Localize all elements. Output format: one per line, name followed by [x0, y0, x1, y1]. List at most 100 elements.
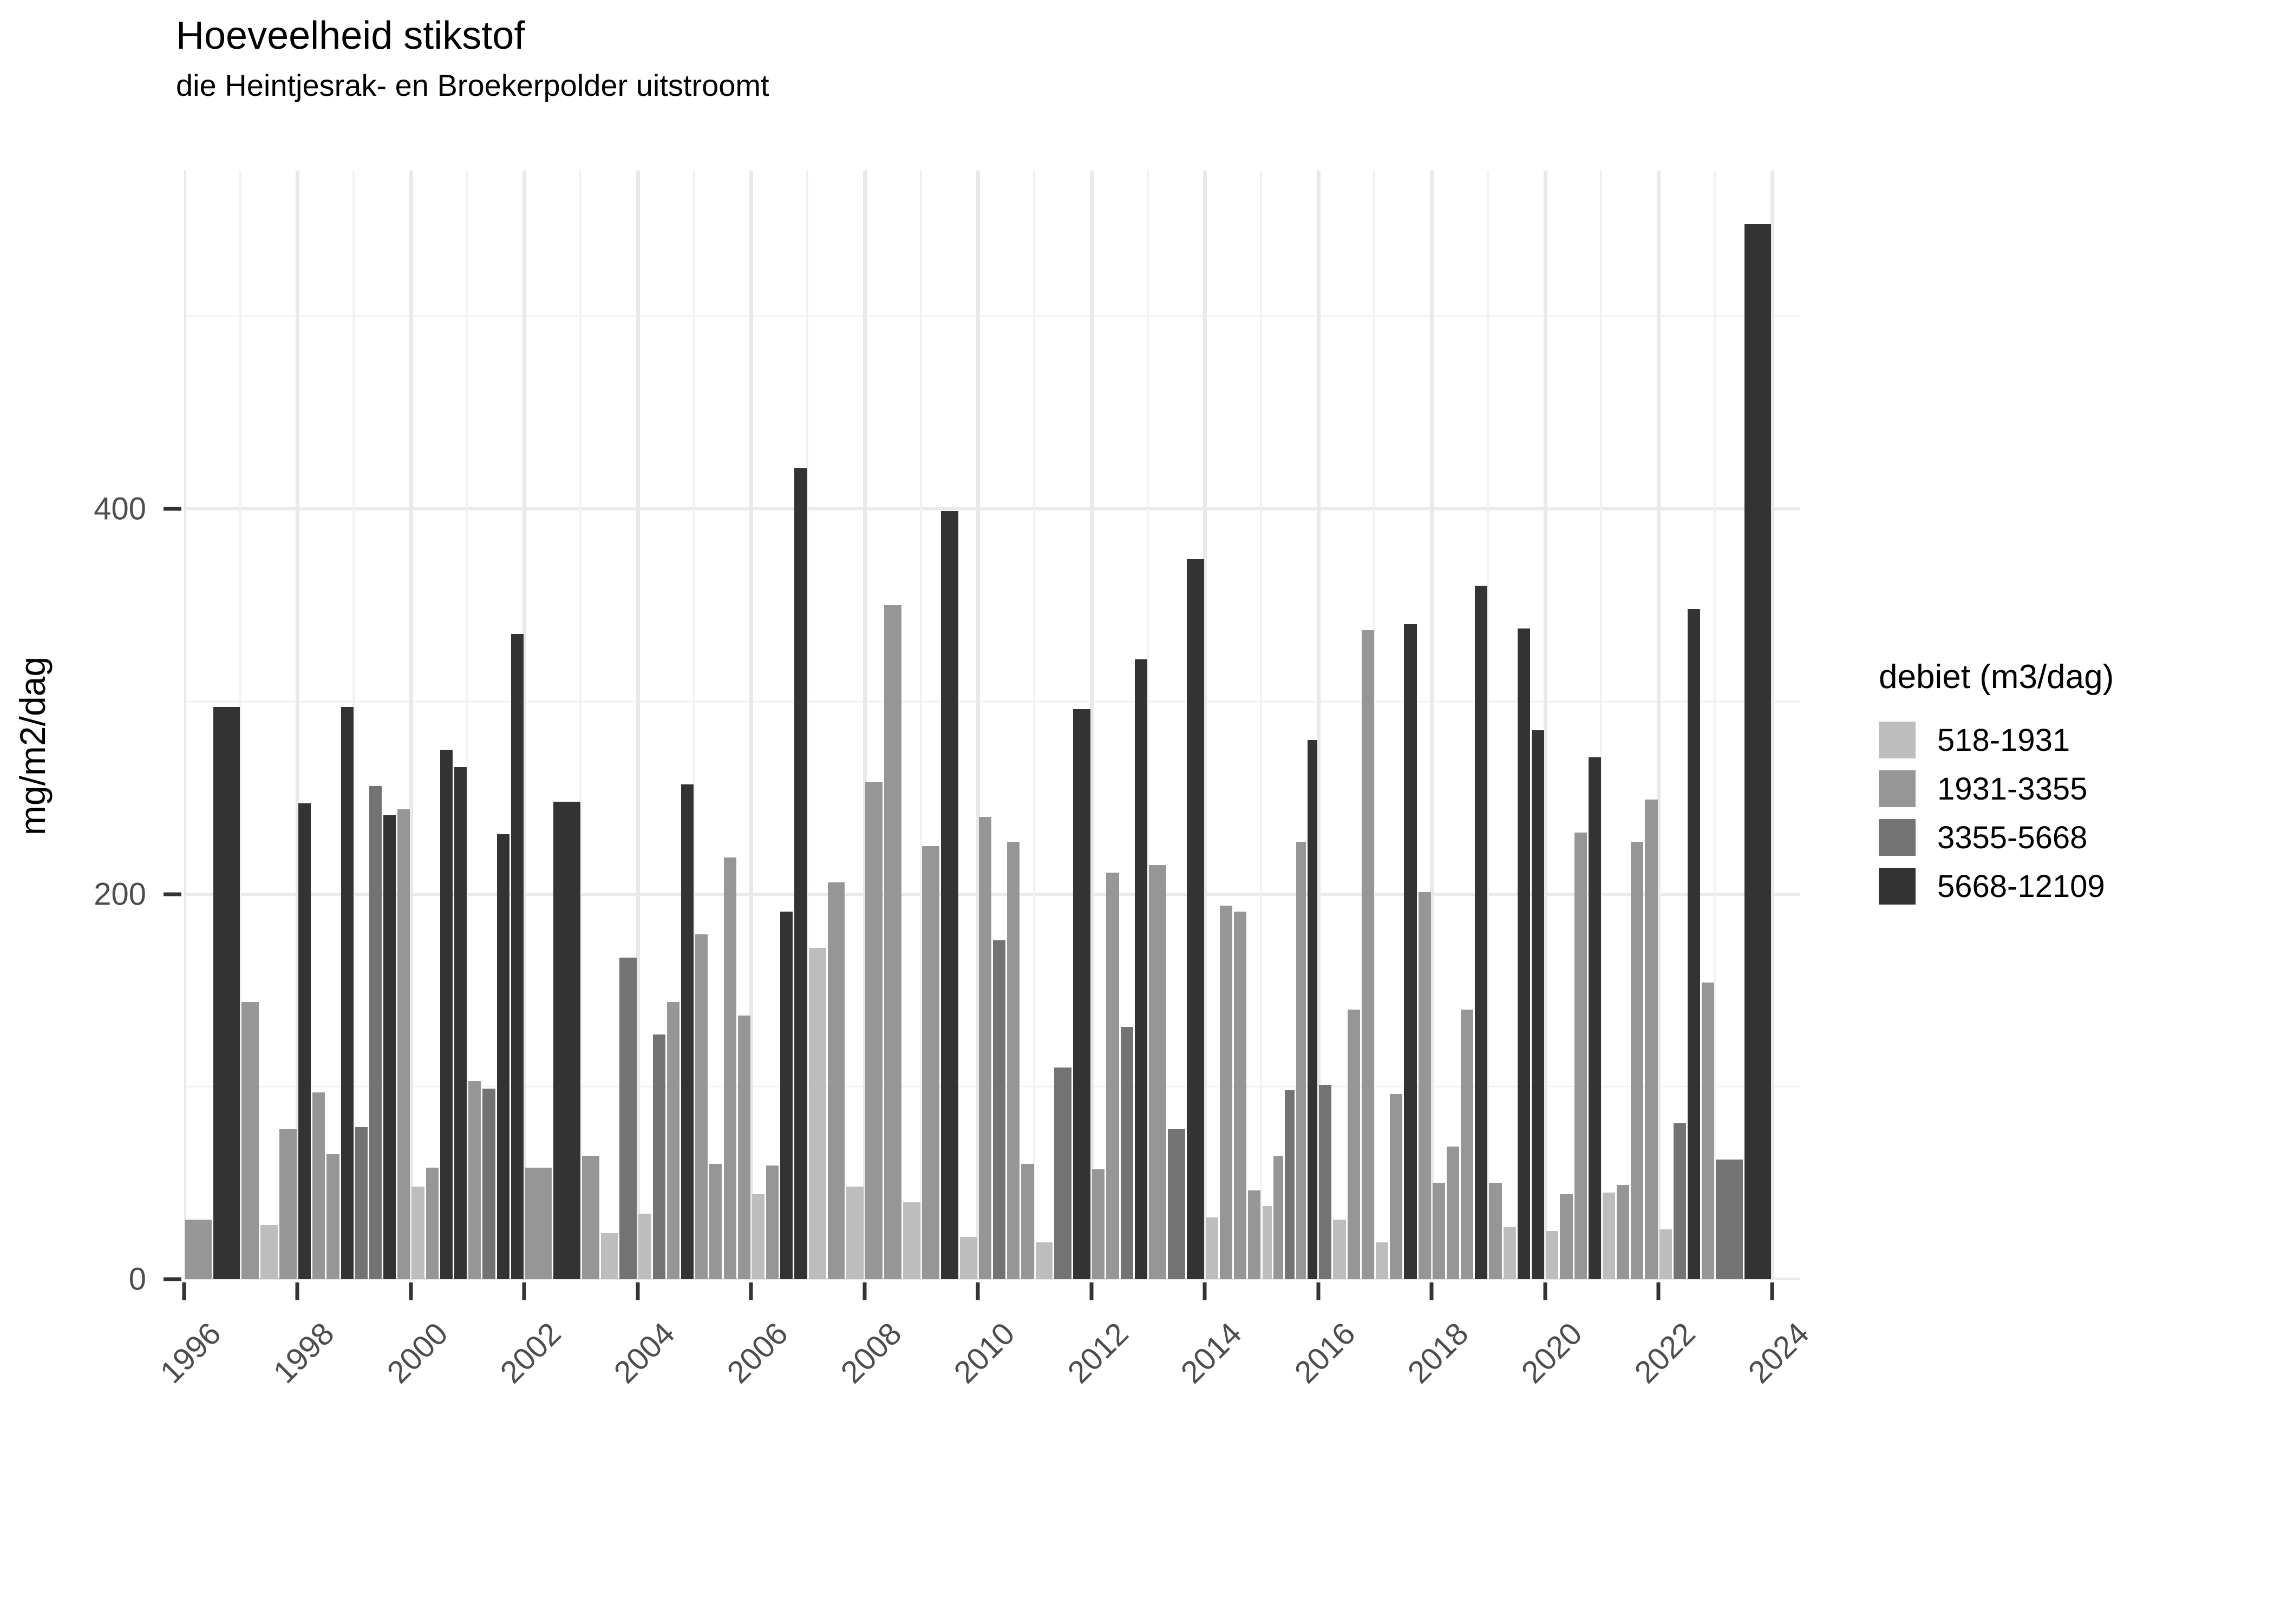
- bar: [1347, 1009, 1360, 1279]
- gridline-horizontal: [184, 315, 1800, 317]
- bar: [369, 786, 382, 1279]
- bar: [482, 1088, 495, 1279]
- bar: [1007, 842, 1020, 1279]
- gridline-vertical: [636, 171, 640, 1280]
- bar: [846, 1187, 864, 1279]
- bar: [1560, 1194, 1573, 1279]
- bar: [312, 1092, 325, 1279]
- x-axis-tick-mark: [1429, 1282, 1434, 1300]
- bar: [298, 803, 311, 1279]
- gridline-horizontal: [184, 507, 1800, 510]
- bar: [1149, 865, 1166, 1279]
- gridline-vertical: [1770, 171, 1774, 1280]
- bar: [709, 1163, 722, 1279]
- bar: [1702, 983, 1715, 1279]
- bar: [1588, 757, 1601, 1279]
- bar: [1390, 1094, 1403, 1279]
- x-axis-tick-label: 2024: [1741, 1315, 1816, 1390]
- gridline-horizontal: [184, 700, 1800, 703]
- x-axis-tick-mark: [862, 1282, 867, 1300]
- bar: [695, 934, 708, 1279]
- legend-swatch: [1879, 770, 1916, 807]
- bar: [1262, 1206, 1272, 1279]
- legend-swatch: [1879, 819, 1916, 856]
- bar: [355, 1127, 368, 1279]
- bar: [1645, 800, 1658, 1279]
- gridline-vertical: [919, 171, 922, 1280]
- gridline-vertical: [692, 171, 695, 1280]
- legend-label: 1931-3355: [1937, 771, 2088, 807]
- bar: [808, 948, 826, 1279]
- bar: [213, 707, 240, 1279]
- bar: [1219, 905, 1233, 1279]
- bar: [1106, 873, 1119, 1279]
- bar: [723, 857, 736, 1279]
- bar: [681, 784, 694, 1279]
- gridline-vertical: [1657, 171, 1661, 1280]
- x-axis-tick-label: 2006: [720, 1315, 795, 1390]
- x-axis-tick-label: 2014: [1174, 1315, 1249, 1390]
- bar: [1659, 1229, 1672, 1279]
- y-axis-tick-mark: [164, 1277, 181, 1281]
- bar: [383, 815, 396, 1279]
- bar: [619, 957, 637, 1279]
- gridline-vertical: [1600, 171, 1603, 1280]
- bar: [959, 1236, 977, 1279]
- gridline-vertical: [806, 171, 809, 1280]
- y-axis-tick-label: 200: [94, 876, 146, 912]
- bar: [1404, 624, 1417, 1279]
- x-axis-tick-mark: [1543, 1282, 1547, 1300]
- x-axis-tick-label: 2008: [834, 1315, 909, 1390]
- bar: [600, 1233, 618, 1279]
- bar: [1688, 609, 1701, 1279]
- gridline-vertical: [1033, 171, 1036, 1280]
- legend-items: 518-1931 1931-3355 3355-5668 5668-12109: [1879, 716, 2258, 911]
- y-axis-tick-label: 0: [128, 1261, 146, 1297]
- bar: [1021, 1163, 1034, 1279]
- bar: [1273, 1156, 1284, 1279]
- bar: [1186, 559, 1204, 1279]
- gridline-vertical: [749, 171, 754, 1280]
- legend-item[interactable]: 3355-5668: [1879, 813, 2258, 862]
- legend-item[interactable]: 518-1931: [1879, 716, 2258, 764]
- legend-item[interactable]: 5668-12109: [1879, 862, 2258, 911]
- bar: [1461, 1009, 1474, 1279]
- bar: [260, 1225, 278, 1279]
- x-axis-tick-label: 2002: [493, 1315, 568, 1390]
- bar: [1333, 1219, 1346, 1279]
- bar: [666, 1001, 679, 1279]
- bar: [1134, 659, 1147, 1279]
- bar: [1617, 1184, 1630, 1279]
- bar: [1248, 1190, 1261, 1279]
- bar: [827, 882, 845, 1279]
- legend-item[interactable]: 1931-3355: [1879, 764, 2258, 813]
- x-axis-tick-mark: [182, 1282, 186, 1300]
- bar: [1361, 630, 1374, 1279]
- gridline-vertical: [1373, 171, 1376, 1280]
- gridline-vertical: [1203, 171, 1207, 1280]
- x-axis-tick-label: 2010: [947, 1315, 1022, 1390]
- bar: [1475, 586, 1488, 1279]
- bar: [884, 605, 902, 1279]
- bar: [903, 1202, 921, 1279]
- bar: [496, 834, 509, 1279]
- bar: [553, 801, 580, 1279]
- x-axis-tick-mark: [1089, 1282, 1094, 1300]
- gridline-vertical: [409, 171, 413, 1280]
- bar: [638, 1214, 651, 1279]
- bar: [454, 767, 467, 1279]
- legend-title: debiet (m3/dag): [1879, 658, 2114, 696]
- gridline-vertical: [1260, 171, 1262, 1280]
- gridline-vertical: [1316, 171, 1321, 1280]
- bar: [1602, 1192, 1616, 1279]
- plot-panel: [184, 171, 1800, 1280]
- gridline-vertical: [1543, 171, 1547, 1280]
- gridline-horizontal: [184, 1278, 1800, 1280]
- x-axis-tick-label: 2022: [1628, 1315, 1702, 1390]
- bar: [1167, 1129, 1185, 1279]
- gridline-vertical: [1486, 171, 1489, 1280]
- bar: [940, 510, 958, 1279]
- bar: [440, 749, 453, 1279]
- bar: [737, 1015, 750, 1279]
